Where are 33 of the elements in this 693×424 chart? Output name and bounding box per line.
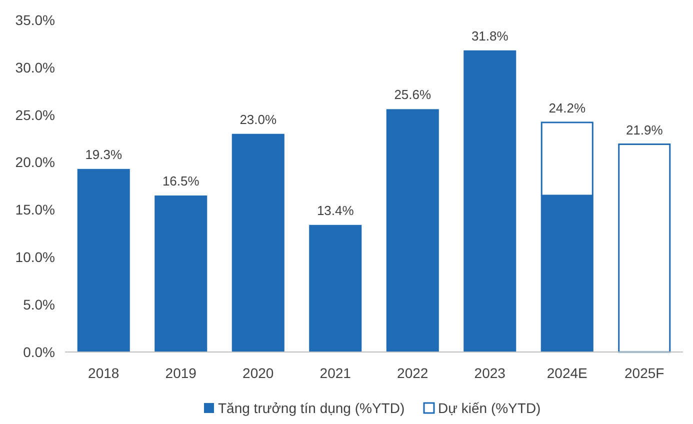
bar xyxy=(77,168,130,352)
y-tick-label: 5.0% xyxy=(23,296,55,312)
y-tick-label: 30.0% xyxy=(15,59,55,76)
legend-label: Tăng trưởng tín dụng (%YTD) xyxy=(218,400,405,416)
total-label: 25.6% xyxy=(394,87,432,102)
x-tick-label: 2025F xyxy=(624,365,664,381)
total-label: 19.3% xyxy=(85,146,122,162)
x-tick-label: 2018 xyxy=(88,365,120,381)
y-tick-label: 15.0% xyxy=(15,202,55,218)
total-label: 21.9% xyxy=(626,122,664,138)
total-label: 31.8% xyxy=(471,28,509,44)
x-tick-label: 2022 xyxy=(397,365,428,381)
x-tick-label: 2023 xyxy=(474,365,506,381)
bar xyxy=(154,195,208,352)
total-label: 24.2% xyxy=(548,100,586,116)
bar xyxy=(309,224,362,352)
y-tick-label: 35.0% xyxy=(15,12,55,28)
x-tick-label: 2019 xyxy=(165,365,197,381)
y-tick-label: 10.0% xyxy=(15,249,55,266)
total-label: 16.5% xyxy=(162,173,200,188)
y-tick-label: 20.0% xyxy=(15,154,55,170)
x-tick-label: 2021 xyxy=(320,365,352,381)
bar xyxy=(618,144,671,353)
bar xyxy=(232,134,284,352)
legend-label: Dự kiến (%YTD) xyxy=(438,400,541,416)
x-tick-label: 2020 xyxy=(242,365,274,381)
bar xyxy=(386,109,439,352)
total-label: 13.4% xyxy=(316,202,354,218)
y-tick-label: 0.0% xyxy=(23,344,55,360)
bar xyxy=(464,50,516,352)
x-tick-label: 2024E xyxy=(546,365,588,381)
y-tick-label: 25.0% xyxy=(15,106,55,123)
total-label: 23.0% xyxy=(240,112,277,127)
